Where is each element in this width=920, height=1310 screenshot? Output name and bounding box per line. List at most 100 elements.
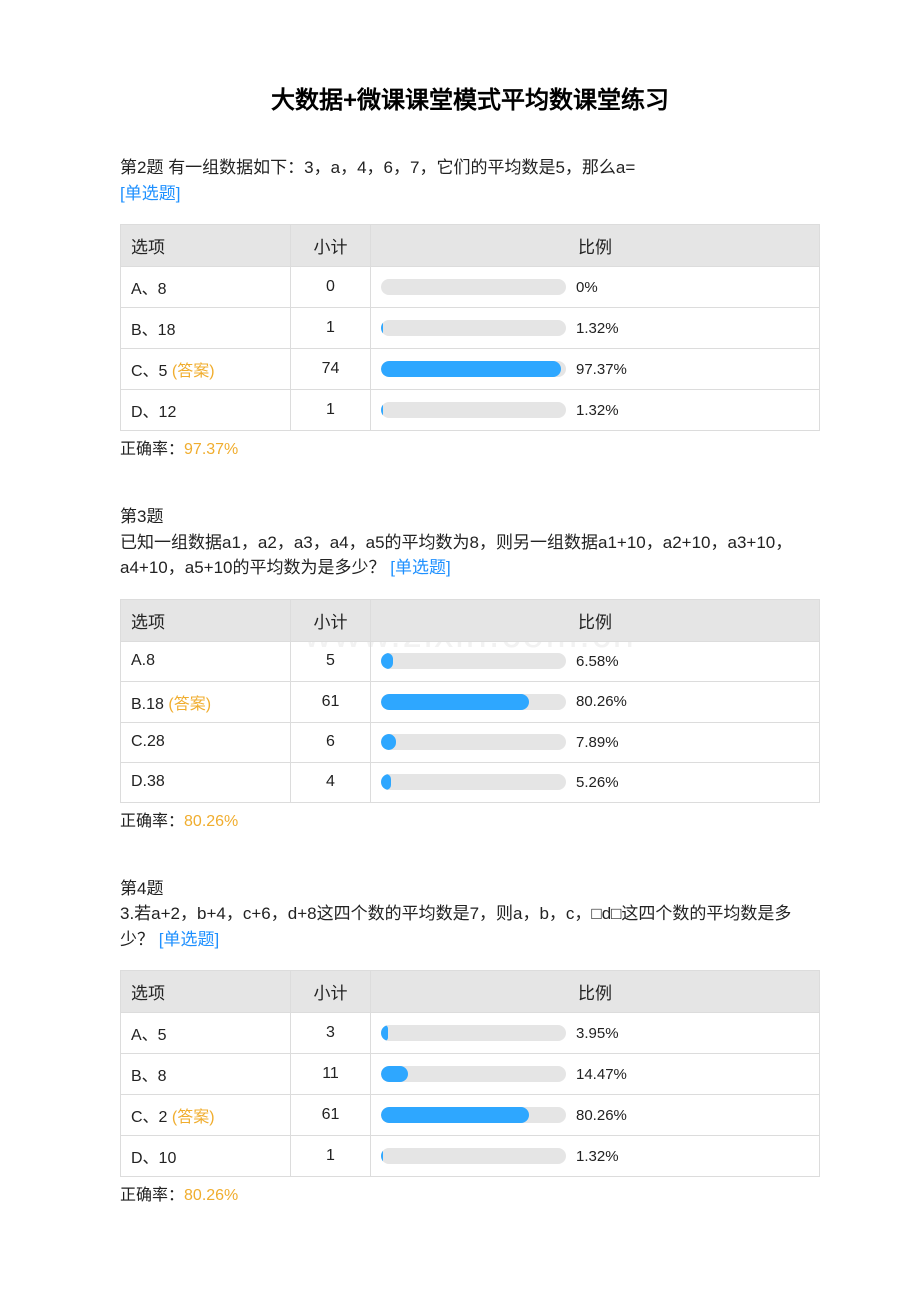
results-table: 选项小计比例 A.8 5 6.58% B.18 (答案)61 80.26% C.28 67.8… xyxy=(120,599,820,803)
option-ratio-cell: 7.89% xyxy=(371,722,820,762)
accuracy-value: 97.37% xyxy=(184,441,238,458)
option-label: B.18 xyxy=(131,696,164,713)
question-block: 第4题3.若a+2，b+4，c+6，d+8这四个数的平均数是7，则a，b，c，□… xyxy=(120,876,820,1206)
percent-label: 97.37% xyxy=(576,361,627,378)
option-count: 5 xyxy=(291,641,371,681)
option-label: D.38 xyxy=(131,773,165,790)
option-count: 11 xyxy=(291,1054,371,1095)
question-type-tag: [单选题] xyxy=(159,930,219,949)
accuracy-value: 80.26% xyxy=(184,813,238,830)
accuracy-line: 正确率：80.26% xyxy=(120,807,820,831)
bar-fill xyxy=(381,734,396,750)
option-label-cell: B、8 xyxy=(121,1054,291,1095)
accuracy-line: 正确率：80.26% xyxy=(120,1181,820,1205)
bar-fill xyxy=(381,774,391,790)
table-header-ratio: 比例 xyxy=(371,599,820,641)
option-label-cell: B.18 (答案) xyxy=(121,681,291,722)
bar-track xyxy=(381,1025,566,1041)
percent-label: 80.26% xyxy=(576,693,627,710)
option-row: B、18 1 1.32% xyxy=(121,308,820,349)
option-count: 61 xyxy=(291,1095,371,1136)
table-header-count: 小计 xyxy=(291,225,371,267)
option-count: 74 xyxy=(291,349,371,390)
option-count: 1 xyxy=(291,308,371,349)
accuracy-label: 正确率： xyxy=(120,1187,184,1204)
option-row: D.3845.26% xyxy=(121,762,820,802)
table-header-option: 选项 xyxy=(121,225,291,267)
bar-fill xyxy=(381,1107,529,1123)
question-number: 第4题 xyxy=(120,876,820,902)
option-count: 1 xyxy=(291,390,371,431)
question-number: 第2题 xyxy=(120,158,168,177)
percent-label: 14.47% xyxy=(576,1066,627,1083)
bar-track xyxy=(381,653,566,669)
question-header: 第3题已知一组数据a1，a2，a3，a4，a5的平均数为8，则另一组数据a1+1… xyxy=(120,504,820,581)
percent-label: 6.58% xyxy=(576,653,619,670)
option-count: 0 xyxy=(291,267,371,308)
option-row: C.28 67.89% xyxy=(121,722,820,762)
option-row: C、5 (答案)74 97.37% xyxy=(121,349,820,390)
option-label: C.28 xyxy=(131,733,165,750)
option-count: 61 xyxy=(291,681,371,722)
option-label-cell: C、2 (答案) xyxy=(121,1095,291,1136)
table-header-ratio: 比例 xyxy=(371,971,820,1013)
option-label: C、2 xyxy=(131,1109,167,1126)
option-label-cell: C、5 (答案) xyxy=(121,349,291,390)
option-row: C、2 (答案)61 80.26% xyxy=(121,1095,820,1136)
option-row: D、10 1 1.32% xyxy=(121,1136,820,1177)
bar-track xyxy=(381,1066,566,1082)
accuracy-line: 正确率：97.37% xyxy=(120,435,820,459)
table-header-count: 小计 xyxy=(291,971,371,1013)
question-text: 有一组数据如下：3，a，4，6，7，它们的平均数是5，那么a= xyxy=(168,158,635,177)
percent-label: 1.32% xyxy=(576,1148,619,1165)
results-table: 选项小计比例A、800%B、1811.32%C、5 (答案)7497.37%D、… xyxy=(120,224,820,431)
option-label-cell: D、10 xyxy=(121,1136,291,1177)
option-label: A.8 xyxy=(131,652,155,669)
percent-label: 3.95% xyxy=(576,1025,619,1042)
option-row: D、1211.32% xyxy=(121,390,820,431)
bar-fill xyxy=(381,1148,383,1164)
bar-fill xyxy=(381,361,561,377)
percent-label: 0% xyxy=(576,279,598,296)
table-header-option: 选项 xyxy=(121,599,291,641)
option-label: B、18 xyxy=(131,322,175,339)
option-ratio-cell: 3.95% xyxy=(371,1013,820,1054)
option-label: B、8 xyxy=(131,1068,167,1085)
option-label-cell: A、8 xyxy=(121,267,291,308)
accuracy-label: 正确率： xyxy=(120,813,184,830)
option-count: 1 xyxy=(291,1136,371,1177)
percent-label: 1.32% xyxy=(576,402,619,419)
option-row: B、8 11 14.47% xyxy=(121,1054,820,1095)
option-count: 3 xyxy=(291,1013,371,1054)
questions-container: 第2题 有一组数据如下：3，a，4，6，7，它们的平均数是5，那么a= [单选题]… xyxy=(120,155,820,1205)
option-ratio-cell: 80.26% xyxy=(371,1095,820,1136)
question-number: 第3题 xyxy=(120,504,820,530)
percent-label: 1.32% xyxy=(576,320,619,337)
bar-track xyxy=(381,1148,566,1164)
question-type-tag: [单选题] xyxy=(120,181,820,207)
bar-fill xyxy=(381,320,383,336)
results-table: 选项小计比例A、533.95%B、81114.47%C、2 (答案)6180.2… xyxy=(120,970,820,1177)
question-block: 第2题 有一组数据如下：3，a，4，6，7，它们的平均数是5，那么a= [单选题]… xyxy=(120,155,820,459)
question-type-tag: [单选题] xyxy=(390,558,450,577)
percent-label: 80.26% xyxy=(576,1107,627,1124)
option-label-cell: D.38 xyxy=(121,762,291,802)
option-ratio-cell: 1.32% xyxy=(371,390,820,431)
option-ratio-cell: 1.32% xyxy=(371,308,820,349)
bar-fill xyxy=(381,694,529,710)
question-block: www.zixin.com.cn第3题已知一组数据a1，a2，a3，a4，a5的… xyxy=(120,504,820,831)
option-ratio-cell: 80.26% xyxy=(371,681,820,722)
option-count: 4 xyxy=(291,762,371,802)
bar-fill xyxy=(381,402,383,418)
bar-track xyxy=(381,1107,566,1123)
answer-tag: (答案) xyxy=(167,363,214,380)
bar-track xyxy=(381,402,566,418)
option-label-cell: B、18 xyxy=(121,308,291,349)
table-header-count: 小计 xyxy=(291,599,371,641)
option-label: D、10 xyxy=(131,1150,176,1167)
option-label: A、5 xyxy=(131,1027,167,1044)
option-ratio-cell: 97.37% xyxy=(371,349,820,390)
question-header: 第2题 有一组数据如下：3，a，4，6，7，它们的平均数是5，那么a= [单选题] xyxy=(120,155,820,206)
option-row: A.8 5 6.58% xyxy=(121,641,820,681)
option-count: 6 xyxy=(291,722,371,762)
